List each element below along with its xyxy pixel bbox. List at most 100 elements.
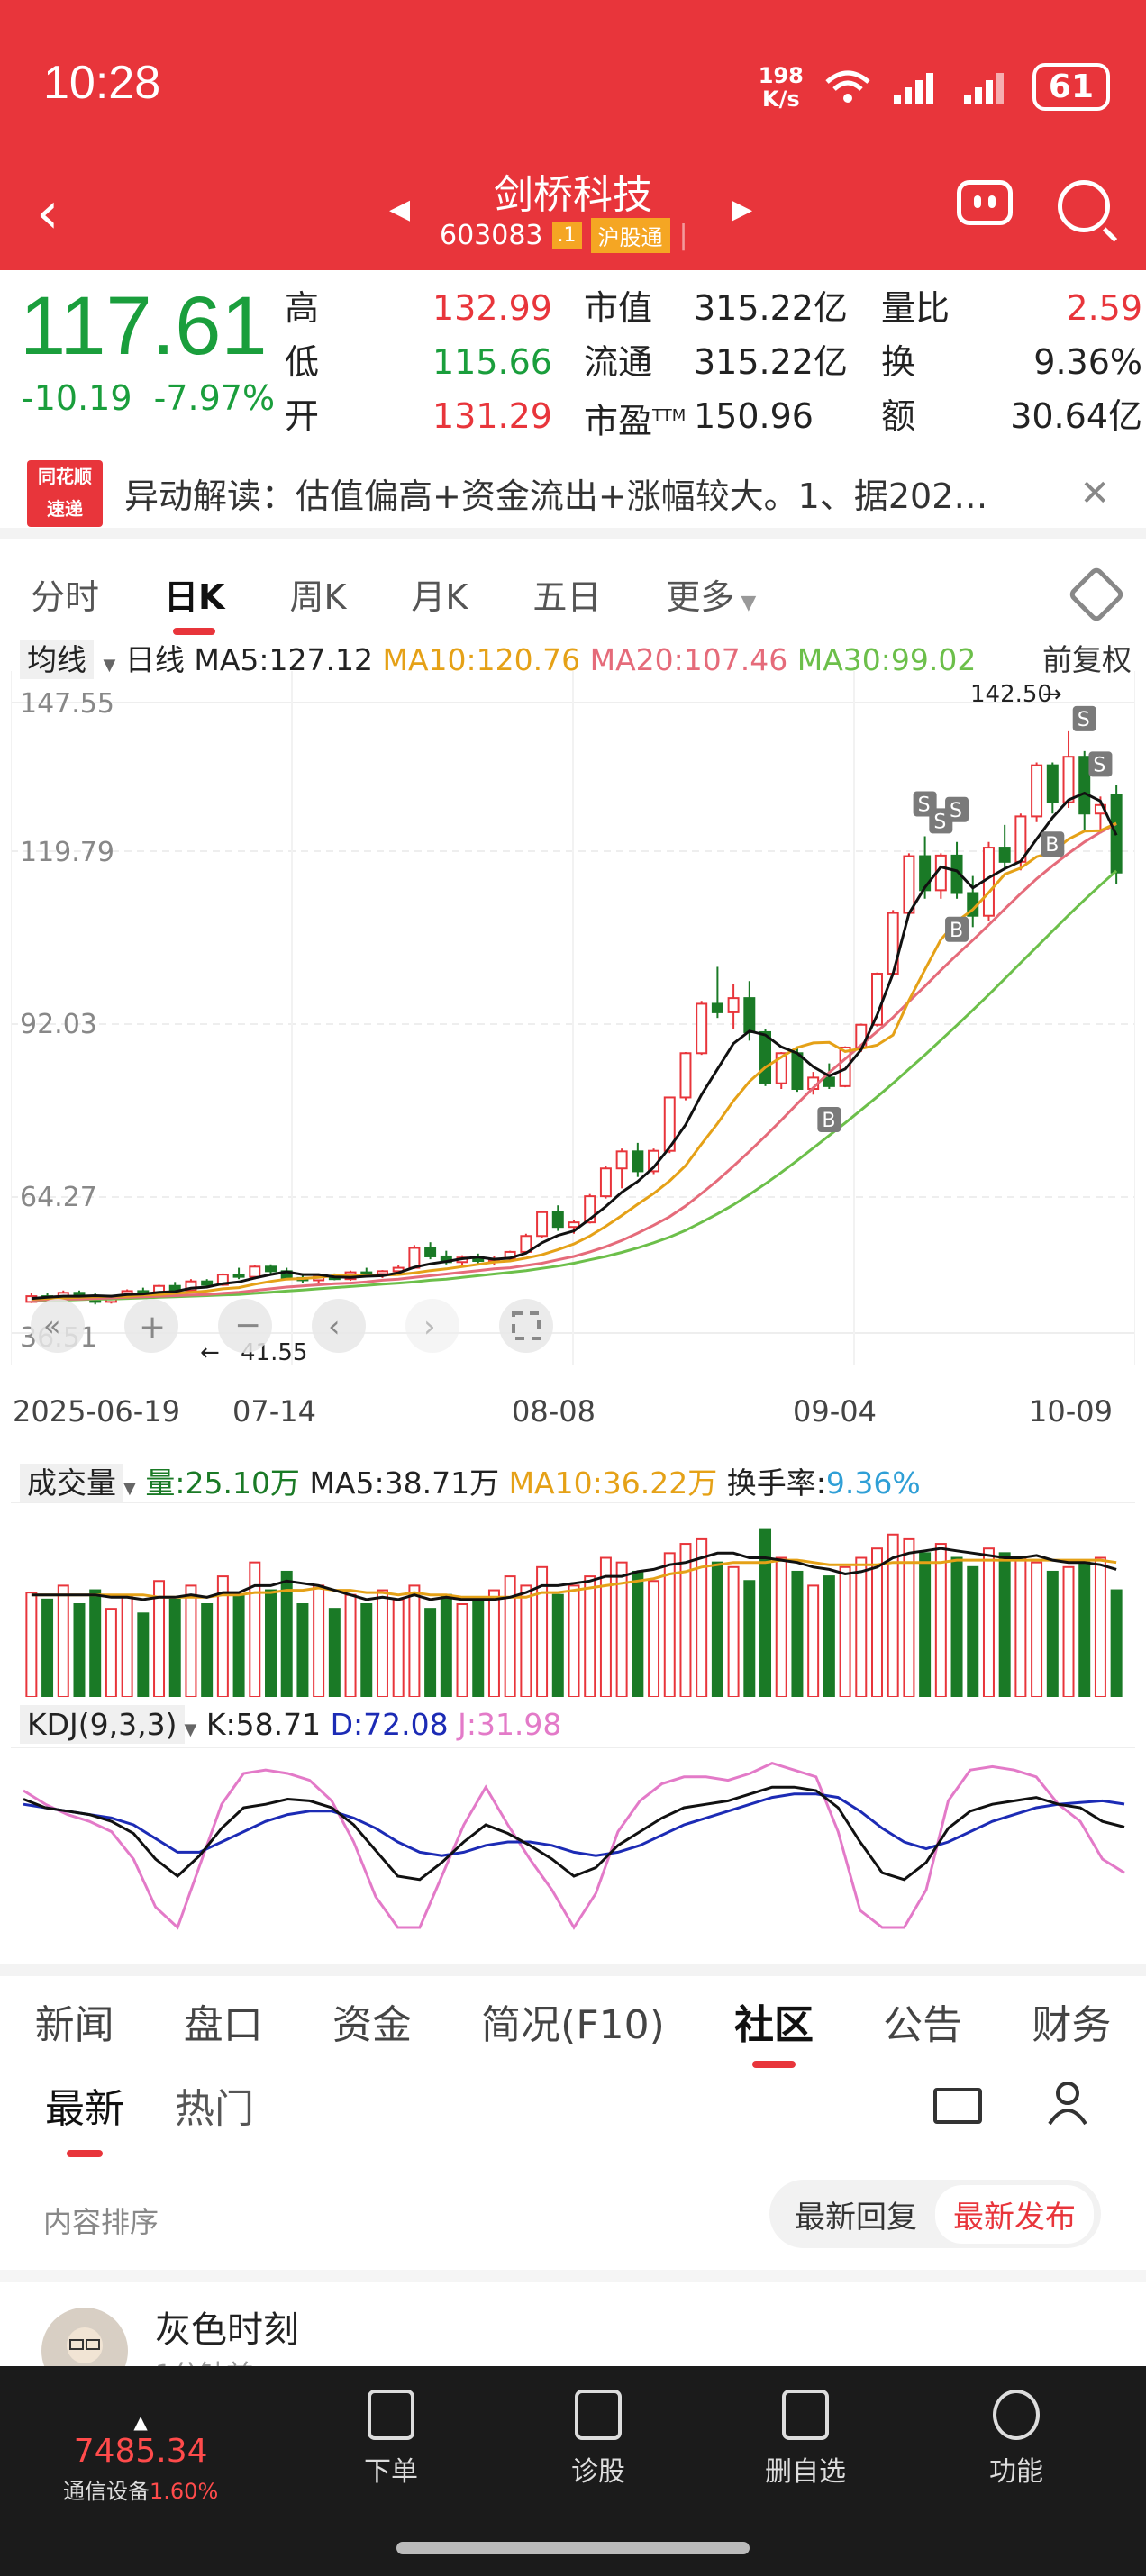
zoom-in-button[interactable] (124, 1299, 178, 1353)
tab-monthly[interactable]: 月K (411, 577, 468, 617)
caret-down-icon: ▼ (734, 592, 757, 614)
collapse-button[interactable] (31, 1299, 85, 1353)
post-author[interactable]: 灰色时刻 (155, 2309, 299, 2351)
xtick-3: 09-04 (793, 1394, 877, 1429)
volume-bar (839, 1565, 851, 1697)
home-indicator[interactable] (396, 2542, 750, 2554)
prev-stock-icon[interactable]: ◀ (389, 194, 411, 225)
diagnose-button[interactable]: 诊股 (544, 2390, 652, 2489)
post-item[interactable]: 灰色时刻 1分钟前 (0, 2270, 1146, 2394)
price-change: -10.19 -7.97% (22, 378, 275, 418)
stock-code: 603083 (440, 220, 543, 251)
sort-latest-reply[interactable]: 最新回复 (795, 2199, 917, 2236)
pan-left-button[interactable] (312, 1299, 366, 1353)
volume-bar (599, 1556, 612, 1697)
volume-bar (551, 1593, 564, 1697)
candle-body (265, 1265, 277, 1273)
subtab-hot[interactable]: 热门 (175, 2086, 254, 2132)
mail-icon[interactable] (933, 2088, 982, 2124)
sort-latest-post[interactable]: 最新发布 (935, 2184, 1094, 2244)
volume-bar (1062, 1565, 1075, 1697)
fullscreen-button[interactable] (499, 1299, 553, 1353)
volume-bar (520, 1584, 532, 1697)
high-value: 132.99 (432, 288, 552, 328)
low-label: 低 (285, 342, 320, 382)
float-label: 流通 (584, 342, 653, 382)
float-value: 315.22亿 (694, 342, 848, 382)
tab-community[interactable]: 社区 (734, 1992, 814, 2068)
kdj-legend: KDJ(9,3,3) ▼ K:58.71 D:72.08 J:31.98 (20, 1705, 561, 1744)
tab-5day[interactable]: 五日 (532, 577, 602, 617)
tab-funds[interactable]: 资金 (332, 2002, 412, 2048)
volume-select[interactable]: 成交量 (20, 1464, 123, 1502)
mktcap-label: 市值 (584, 288, 653, 328)
tab-profile[interactable]: 简况(F10) (481, 2002, 665, 2048)
volume-bar (775, 1556, 787, 1697)
quote-values-2: 315.22亿 315.22亿 150.96 (694, 281, 848, 443)
quote-labels-3: 量比 换 额 (881, 281, 950, 443)
remove-watch-button[interactable]: 删自选 (751, 2390, 860, 2489)
volume-bar (121, 1593, 133, 1697)
zoom-out-button[interactable] (218, 1299, 272, 1353)
volume-bar (934, 1543, 947, 1697)
max-arrow-icon: → (1042, 681, 1062, 708)
tab-daily[interactable]: 日K (164, 569, 224, 635)
subtab-latest[interactable]: 最新 (45, 2076, 124, 2157)
volume-chart[interactable] (11, 1502, 1135, 1697)
tab-news[interactable]: 新闻 (34, 2002, 114, 2048)
net-speed: 198 K/s (759, 64, 804, 111)
function-button[interactable]: 功能 (962, 2390, 1070, 2489)
tab-financials[interactable]: 财务 (1032, 2002, 1112, 2048)
volume-bar (392, 1598, 405, 1697)
volume-bar (1110, 1589, 1123, 1697)
mktcap-value: 315.22亿 (694, 288, 848, 328)
vol-ma5-line (31, 1547, 1117, 1601)
tab-more[interactable]: 更多 ▼ (666, 569, 756, 619)
ma-type-select[interactable]: 均线 (20, 640, 94, 679)
ytick-2: 92.03 (20, 1009, 97, 1040)
candle-body (919, 855, 932, 892)
news-banner[interactable]: 同花顺 速递 异动解读：估值偏高+资金流出+涨幅较大。1、据202… ✕ (0, 458, 1146, 539)
signal-label: B (822, 1110, 835, 1132)
robot-icon[interactable] (957, 180, 1013, 225)
pe-label: 市盈TTM (584, 389, 686, 449)
tab-intraday[interactable]: 分时 (31, 577, 100, 617)
tab-orderbook[interactable]: 盘口 (183, 2002, 263, 2048)
adjust-mode[interactable]: 前复权 (1042, 642, 1132, 677)
sort-switch: 最新回复 最新发布 (769, 2180, 1101, 2248)
tab-announcements[interactable]: 公告 (883, 2002, 963, 2048)
max-annotation: 142.50 (970, 681, 1052, 708)
candle-body (759, 1030, 772, 1084)
signal-icon (893, 72, 933, 104)
volume-bar (89, 1589, 102, 1697)
next-stock-icon[interactable]: ▶ (732, 194, 753, 225)
settings-icon[interactable] (1067, 564, 1126, 624)
search-icon[interactable] (1058, 180, 1110, 232)
kdj-chart[interactable] (11, 1747, 1135, 1937)
user-icon[interactable] (1047, 2081, 1088, 2126)
pan-right-button[interactable] (405, 1299, 459, 1353)
volume-bar (584, 1575, 596, 1697)
candle-body (998, 847, 1011, 863)
close-icon[interactable]: ✕ (1079, 472, 1110, 514)
volume-bar (903, 1537, 915, 1697)
change-value: -10.19 (22, 378, 132, 418)
fullscreen-icon (512, 1311, 541, 1340)
candles (25, 730, 1123, 1305)
volume-bar (360, 1603, 373, 1697)
kdj-select[interactable]: KDJ(9,3,3) (20, 1705, 185, 1744)
volratio-label: 量比 (881, 288, 950, 328)
pe-sup: TTM (652, 406, 687, 425)
battery-icon: 61 (1032, 63, 1110, 111)
volume-bar (568, 1584, 580, 1697)
tab-weekly[interactable]: 周K (289, 577, 347, 617)
volume-bar (408, 1584, 421, 1697)
caret-down-icon: ▼ (123, 1479, 136, 1498)
back-icon[interactable]: ‹ (36, 180, 59, 247)
wifi-icon (825, 70, 870, 103)
index-widget[interactable]: ▲ 7485.34 通信设备1.60% (63, 2411, 218, 2505)
order-button[interactable]: 下单 (337, 2390, 445, 2489)
order-icon (368, 2390, 414, 2440)
signal-icon-2 (963, 72, 1004, 104)
